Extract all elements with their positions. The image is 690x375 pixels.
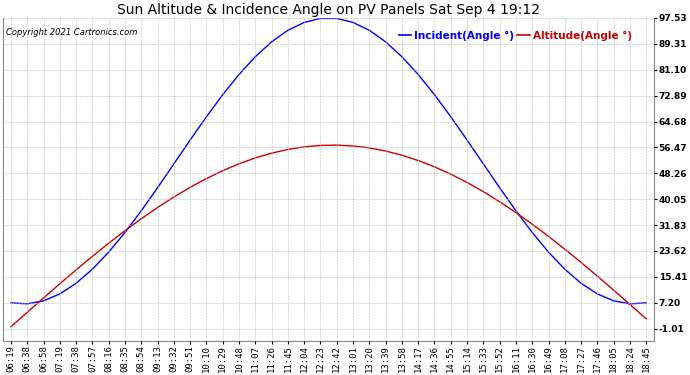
Title: Sun Altitude & Incidence Angle on PV Panels Sat Sep 4 19:12: Sun Altitude & Incidence Angle on PV Pan… xyxy=(117,3,540,17)
Legend: Incident(Angle °), Altitude(Angle °): Incident(Angle °), Altitude(Angle °) xyxy=(395,26,636,45)
Text: Copyright 2021 Cartronics.com: Copyright 2021 Cartronics.com xyxy=(6,28,137,37)
